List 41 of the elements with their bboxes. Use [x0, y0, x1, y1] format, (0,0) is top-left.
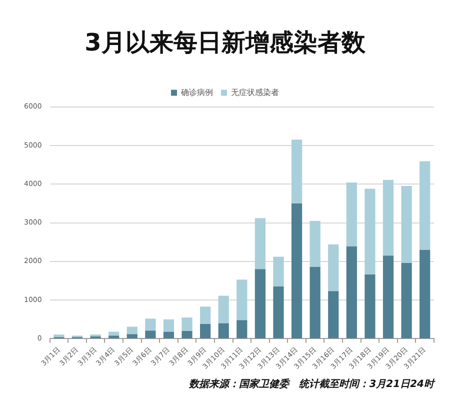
bar — [291, 140, 302, 204]
bar — [382, 256, 394, 338]
bar — [200, 306, 211, 324]
bar — [401, 262, 412, 338]
bar — [163, 319, 174, 332]
bar — [420, 161, 430, 250]
bar — [328, 291, 339, 338]
bar — [273, 256, 284, 287]
legend-label: 确诊病例 — [180, 88, 213, 97]
bar — [328, 244, 339, 292]
bar — [401, 186, 412, 263]
bar — [236, 320, 248, 338]
bar — [254, 269, 266, 338]
bar — [236, 280, 248, 320]
bar — [364, 188, 376, 275]
bar — [126, 334, 138, 338]
bar — [126, 326, 138, 334]
bar — [108, 332, 120, 336]
bar — [364, 274, 376, 338]
bar — [291, 203, 302, 338]
bar — [182, 317, 192, 331]
bar — [163, 332, 174, 338]
source-note: 数据来源：国家卫健委 统计截至时间：3月21日24时 — [188, 378, 436, 390]
bar — [108, 336, 120, 338]
bar — [145, 330, 156, 338]
bar — [273, 286, 284, 338]
bar — [218, 296, 229, 324]
legend-label: 无症状感染者 — [231, 88, 279, 97]
chart-title: 3月以来每日新增感染者数 — [84, 28, 366, 57]
bar — [218, 323, 229, 338]
bar — [420, 250, 430, 338]
bar — [346, 182, 357, 246]
bar — [254, 218, 266, 270]
bar — [346, 246, 357, 338]
bar — [54, 334, 64, 338]
bar — [310, 220, 320, 267]
bar — [310, 266, 320, 338]
bar — [182, 330, 192, 338]
bar — [200, 324, 211, 338]
bar — [145, 318, 156, 331]
bar — [382, 180, 394, 256]
